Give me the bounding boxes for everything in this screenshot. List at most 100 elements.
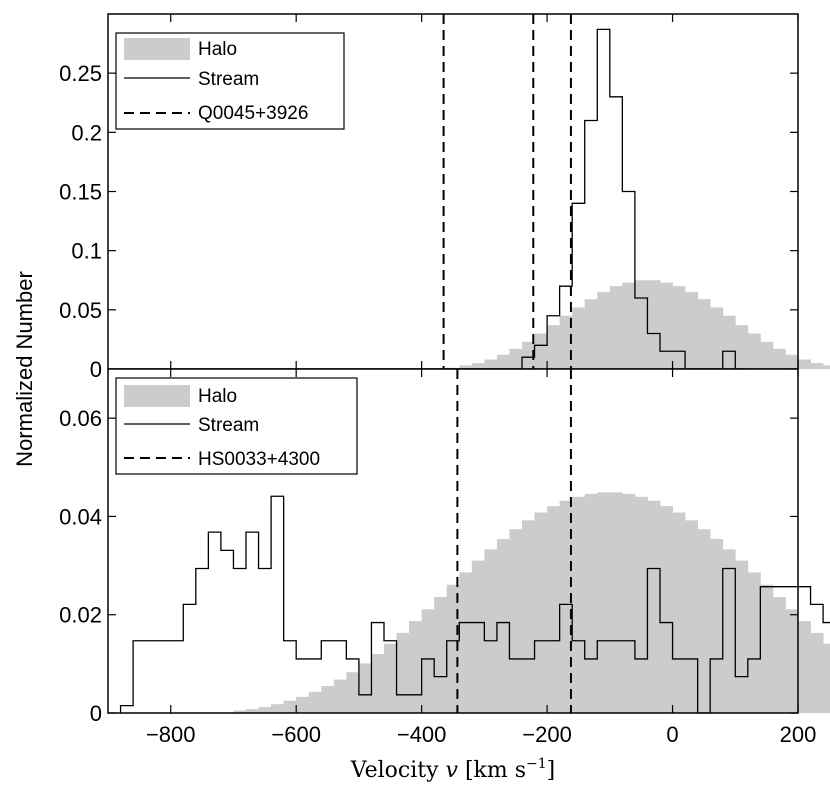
bottom-halo-bar [685, 520, 699, 713]
top-halo-bar [597, 292, 611, 369]
bottom-halo-bar [634, 496, 648, 713]
x-axis-label-main: Velocity [350, 758, 439, 783]
bottom-halo-bar [271, 704, 285, 713]
top-halo-bar [647, 280, 661, 369]
bottom-halo-bar [609, 492, 623, 713]
bottom-halo-bar [283, 700, 297, 713]
bottom-halo-bar [660, 506, 673, 713]
top-halo-bar [496, 354, 510, 369]
top-y-ticks: 0 0.05 0.1 0.15 0.2 0.25 [59, 14, 799, 382]
bottom-y-tick-label: 0 [90, 701, 102, 726]
top-legend-halo-swatch [124, 38, 190, 60]
x-axis-label-exp: −1 [526, 756, 547, 772]
x-tick-label: −800 [146, 722, 196, 747]
bottom-halo-bar [484, 549, 498, 713]
bottom-halo-bar [321, 685, 335, 713]
top-halo-bar [672, 286, 686, 369]
top-legend-halo-label: Halo [198, 39, 237, 60]
bottom-halo-bar [371, 654, 385, 713]
top-halo-bar [547, 325, 561, 369]
bottom-halo-bar [710, 539, 724, 713]
top-halo-bar [459, 365, 473, 369]
panel-bottom: 0 0.02 0.04 0.06 −800 −600 −400 −200 0 200 Halo … [59, 368, 830, 747]
top-legend: Halo Stream Q0045+3926 [115, 32, 345, 130]
bottom-halo-bar [647, 500, 661, 713]
top-halo-bar [534, 333, 548, 369]
bottom-halo-bar [384, 643, 397, 713]
x-tick-label: −600 [271, 722, 321, 747]
top-halo-bar [747, 333, 761, 369]
panel-bottom-frame [107, 368, 799, 714]
top-halo-bar [622, 282, 636, 369]
bottom-legend-quasar-label: HS0033+4300 [198, 449, 320, 470]
bottom-halo-bar [697, 529, 711, 713]
bottom-halo-bar [622, 493, 636, 713]
bottom-halo-bar [459, 572, 473, 713]
top-y-tick-label: 0.05 [59, 298, 102, 323]
bottom-halo-bar [434, 597, 448, 713]
bottom-halo-bar [772, 597, 786, 713]
top-halo-bar [785, 354, 799, 369]
top-halo-bar [697, 299, 711, 369]
x-axis-label: Velocity v [km s−1] [350, 756, 556, 783]
x-tick-label: 0 [666, 722, 678, 747]
bottom-halo-bar [308, 691, 322, 713]
bottom-halo-bar [597, 492, 611, 713]
top-halo-bar [772, 348, 786, 369]
x-tick-label: −200 [522, 722, 572, 747]
bottom-halo-bar [396, 632, 410, 713]
bottom-stream-line [119, 495, 830, 714]
top-halo-bar [810, 363, 824, 369]
x-axis-label-var: v [446, 758, 459, 783]
x-tick-label: 200 [780, 722, 817, 747]
bottom-halo-bar [547, 506, 561, 713]
x-axis-label-unit: [km s [465, 758, 526, 783]
top-halo-bar [798, 359, 811, 369]
bottom-halo-bar [584, 493, 598, 713]
y-axis-label: Normalized Number [12, 271, 37, 467]
bottom-halo-bar [672, 512, 686, 713]
bottom-legend-halo-label: Halo [198, 386, 237, 407]
bottom-halo-bar [421, 609, 435, 713]
bottom-y-tick-label: 0.02 [59, 603, 102, 628]
bottom-legend-halo-swatch [124, 385, 190, 407]
bottom-stream-path [119, 495, 830, 714]
bottom-y-ticks: 0 0.02 0.04 0.06 [59, 369, 799, 726]
top-y-tick-label: 0.2 [71, 120, 102, 145]
top-halo-bar [584, 299, 598, 369]
top-halo-bar [509, 348, 523, 369]
bottom-halo-bar [522, 520, 535, 713]
top-halo-bar [634, 280, 648, 369]
bottom-halo-bar [346, 672, 360, 713]
bottom-halo-bar [722, 549, 736, 713]
bottom-y-tick-label: 0.04 [59, 504, 102, 529]
bottom-halo-bar [572, 496, 586, 713]
top-quasar-lines [442, 14, 572, 369]
top-halo-bar [572, 307, 586, 369]
bottom-halo-bar [333, 679, 347, 713]
bottom-halo-bar [534, 512, 548, 713]
bottom-halo-bar [747, 572, 761, 713]
top-legend-stream-label: Stream [198, 69, 259, 90]
top-legend-quasar-label: Q0045+3926 [198, 103, 308, 124]
top-halo-bar [685, 292, 699, 369]
bottom-halo-bar [358, 663, 372, 713]
bottom-halo-bar [823, 643, 830, 713]
x-tick-label: −400 [397, 722, 447, 747]
top-halo-bar [823, 365, 830, 369]
bottom-halo-bar [735, 560, 749, 713]
top-halo-bar [735, 325, 749, 369]
bottom-halo-bar [760, 584, 774, 713]
top-halo-bar [559, 315, 573, 369]
top-y-tick-label: 0.25 [59, 61, 102, 86]
bottom-halo-bar [810, 632, 824, 713]
top-halo-bar [722, 315, 736, 369]
top-y-tick-label: 0.15 [59, 180, 102, 205]
x-axis-label-close: ] [547, 758, 556, 783]
top-halo-bar [471, 363, 485, 369]
bottom-halo-bar [233, 710, 247, 713]
top-halo-bar [710, 307, 724, 369]
top-halo-bar [609, 286, 623, 369]
panel-top: 0 0.05 0.1 0.15 0.2 0.25 Halo Stream Q0045+39… [59, 13, 830, 382]
top-y-tick-label: 0 [90, 357, 102, 382]
